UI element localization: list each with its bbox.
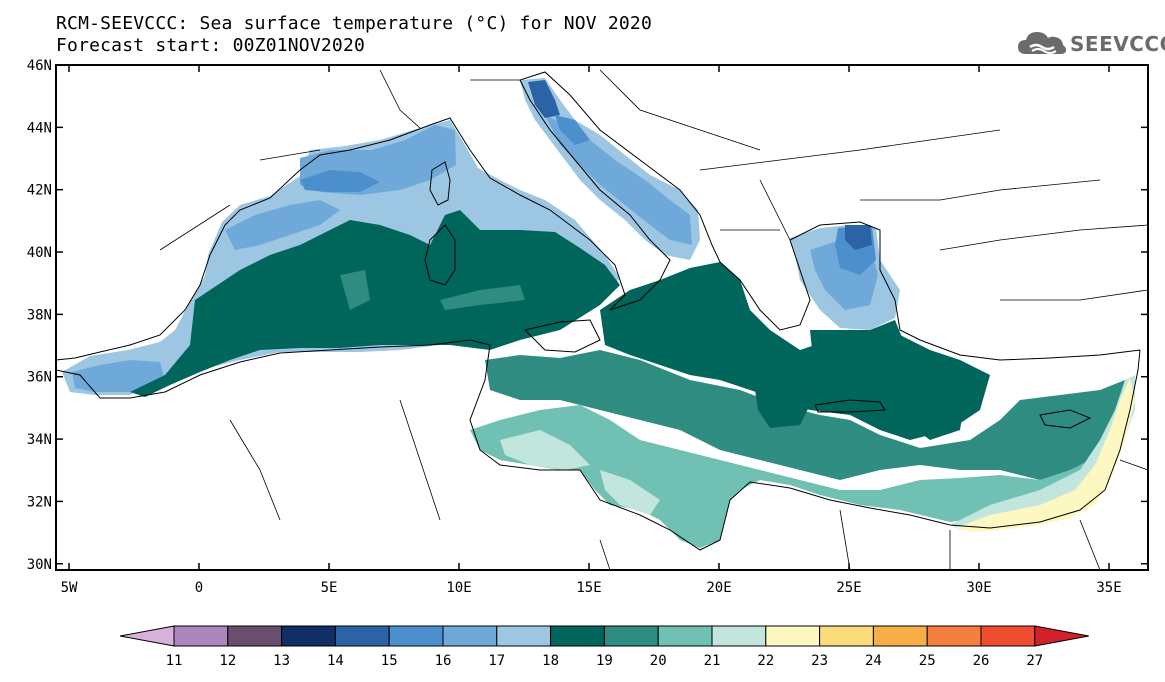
coastline-sicily bbox=[524, 319, 601, 353]
coastline-france-italy bbox=[349, 71, 1141, 361]
coastline-north-africa bbox=[55, 339, 1141, 551]
colorbar-label: 27 bbox=[1026, 653, 1043, 669]
lon-tick-label: 5W bbox=[61, 580, 78, 596]
lon-tick-label: 15E bbox=[576, 580, 601, 596]
sst-lion-16 bbox=[225, 200, 340, 250]
lon-tick-label: 10E bbox=[446, 580, 471, 596]
lon-tick-label: 35E bbox=[1096, 580, 1121, 596]
colorbar-swatch bbox=[334, 625, 390, 647]
sst-adriatic-16 bbox=[545, 115, 692, 245]
sst-se-levantine-23 bbox=[955, 378, 1135, 532]
sst-ionian-19 bbox=[600, 262, 990, 440]
colorbar-label: 23 bbox=[811, 653, 828, 669]
colorbar-swatch bbox=[496, 625, 552, 647]
colorbar-swatch bbox=[173, 625, 229, 647]
logo-text: SEEVCCC bbox=[1070, 32, 1165, 56]
map-title: RCM-SEEVCCC: Sea surface temperature (°C… bbox=[56, 13, 652, 34]
coastline-iberia bbox=[55, 149, 351, 361]
colorbar-swatch bbox=[765, 625, 821, 647]
colorbar-swatch bbox=[711, 625, 767, 647]
coastline-crete bbox=[814, 399, 886, 413]
lat-tick-label: 32N bbox=[27, 494, 52, 510]
lon-axis: 5W 0 5E 10E 15E 20E 25E 30E 35E bbox=[61, 65, 1122, 596]
colorbar-swatch bbox=[388, 625, 444, 647]
colorbar-label: 11 bbox=[166, 653, 183, 669]
colorbar-label: 15 bbox=[381, 653, 398, 669]
lat-axis: 30N 32N 34N 36N 38N 40N 42N 44N 46N bbox=[27, 58, 1148, 573]
sst-aegean-south-19 bbox=[810, 320, 905, 370]
lon-tick-label: 0 bbox=[195, 580, 203, 596]
colorbar-label: 16 bbox=[435, 653, 452, 669]
map-subtitle: Forecast start: 00Z01NOV2020 bbox=[56, 35, 366, 56]
lat-tick-label: 34N bbox=[27, 432, 52, 448]
colorbar-swatch bbox=[281, 625, 336, 647]
sst-sidra-22 bbox=[600, 470, 660, 515]
colorbar-label: 24 bbox=[865, 653, 882, 669]
colorbar-swatch bbox=[872, 625, 928, 647]
sst-levantine-19a bbox=[755, 385, 810, 428]
sst-adriatic-15 bbox=[555, 115, 590, 145]
coastlines bbox=[55, 69, 1149, 571]
colorbar-swatch bbox=[603, 625, 659, 647]
colorbar-label: 18 bbox=[542, 653, 559, 669]
colorbar-label: 12 bbox=[219, 653, 236, 669]
sst-aegean-14 bbox=[845, 225, 872, 250]
colorbar-label: 26 bbox=[973, 653, 990, 669]
border-lines bbox=[159, 69, 1149, 571]
sst-south-22 bbox=[500, 430, 590, 470]
colorbar-label: 25 bbox=[919, 653, 936, 669]
colorbar-high-extension bbox=[1034, 625, 1089, 647]
lat-tick-label: 38N bbox=[27, 307, 52, 323]
plot-frame bbox=[55, 64, 1149, 571]
colorbar-label: 17 bbox=[488, 653, 505, 669]
colorbar-swatch bbox=[550, 625, 605, 647]
sst-alboran-16 bbox=[72, 360, 165, 392]
lon-tick-label: 30E bbox=[966, 580, 991, 596]
sst-algerian-19 bbox=[130, 210, 620, 397]
colorbar: 11 12 13 14 15 16 17 18 19 20 21 22 23 24 25 26 27 bbox=[119, 625, 1089, 669]
sst-ligurian-15 bbox=[300, 170, 380, 192]
lon-tick-label: 20E bbox=[706, 580, 731, 596]
sst-levantine-19b bbox=[905, 382, 965, 440]
sst-field bbox=[62, 78, 1135, 548]
sst-adriatic-14 bbox=[528, 80, 560, 118]
colorbar-label: 20 bbox=[650, 653, 667, 669]
colorbar-swatch bbox=[926, 625, 982, 647]
lat-tick-label: 40N bbox=[27, 245, 52, 261]
coastline-corsica bbox=[429, 161, 451, 206]
coastline-sardinia bbox=[424, 224, 456, 286]
colorbar-swatch bbox=[980, 625, 1036, 647]
lon-tick-label: 25E bbox=[836, 580, 861, 596]
colorbar-swatch bbox=[657, 625, 713, 647]
sst-algerian-20 bbox=[340, 270, 370, 310]
colorbar-swatch bbox=[227, 625, 283, 647]
sst-south-21 bbox=[470, 405, 1090, 548]
colorbar-label: 13 bbox=[273, 653, 290, 669]
lat-tick-label: 36N bbox=[27, 370, 52, 386]
sst-tyrrhenian-20 bbox=[440, 285, 525, 310]
colorbar-swatch bbox=[819, 625, 874, 647]
coastline-cyprus bbox=[1039, 409, 1092, 429]
seevccc-logo: SEEVCCC bbox=[1016, 24, 1165, 60]
colorbar-label: 22 bbox=[757, 653, 774, 669]
colorbar-label: 19 bbox=[596, 653, 613, 669]
colorbar-label: 21 bbox=[704, 653, 721, 669]
lon-tick-label: 5E bbox=[321, 580, 338, 596]
lat-tick-label: 30N bbox=[27, 557, 52, 573]
colorbar-swatch bbox=[442, 625, 498, 647]
lat-tick-label: 44N bbox=[27, 120, 52, 136]
lat-tick-label: 42N bbox=[27, 183, 52, 199]
colorbar-low-extension bbox=[119, 625, 175, 647]
colorbar-label: 14 bbox=[327, 653, 344, 669]
lat-tick-label: 46N bbox=[27, 58, 52, 74]
cloud-icon bbox=[1018, 32, 1066, 54]
